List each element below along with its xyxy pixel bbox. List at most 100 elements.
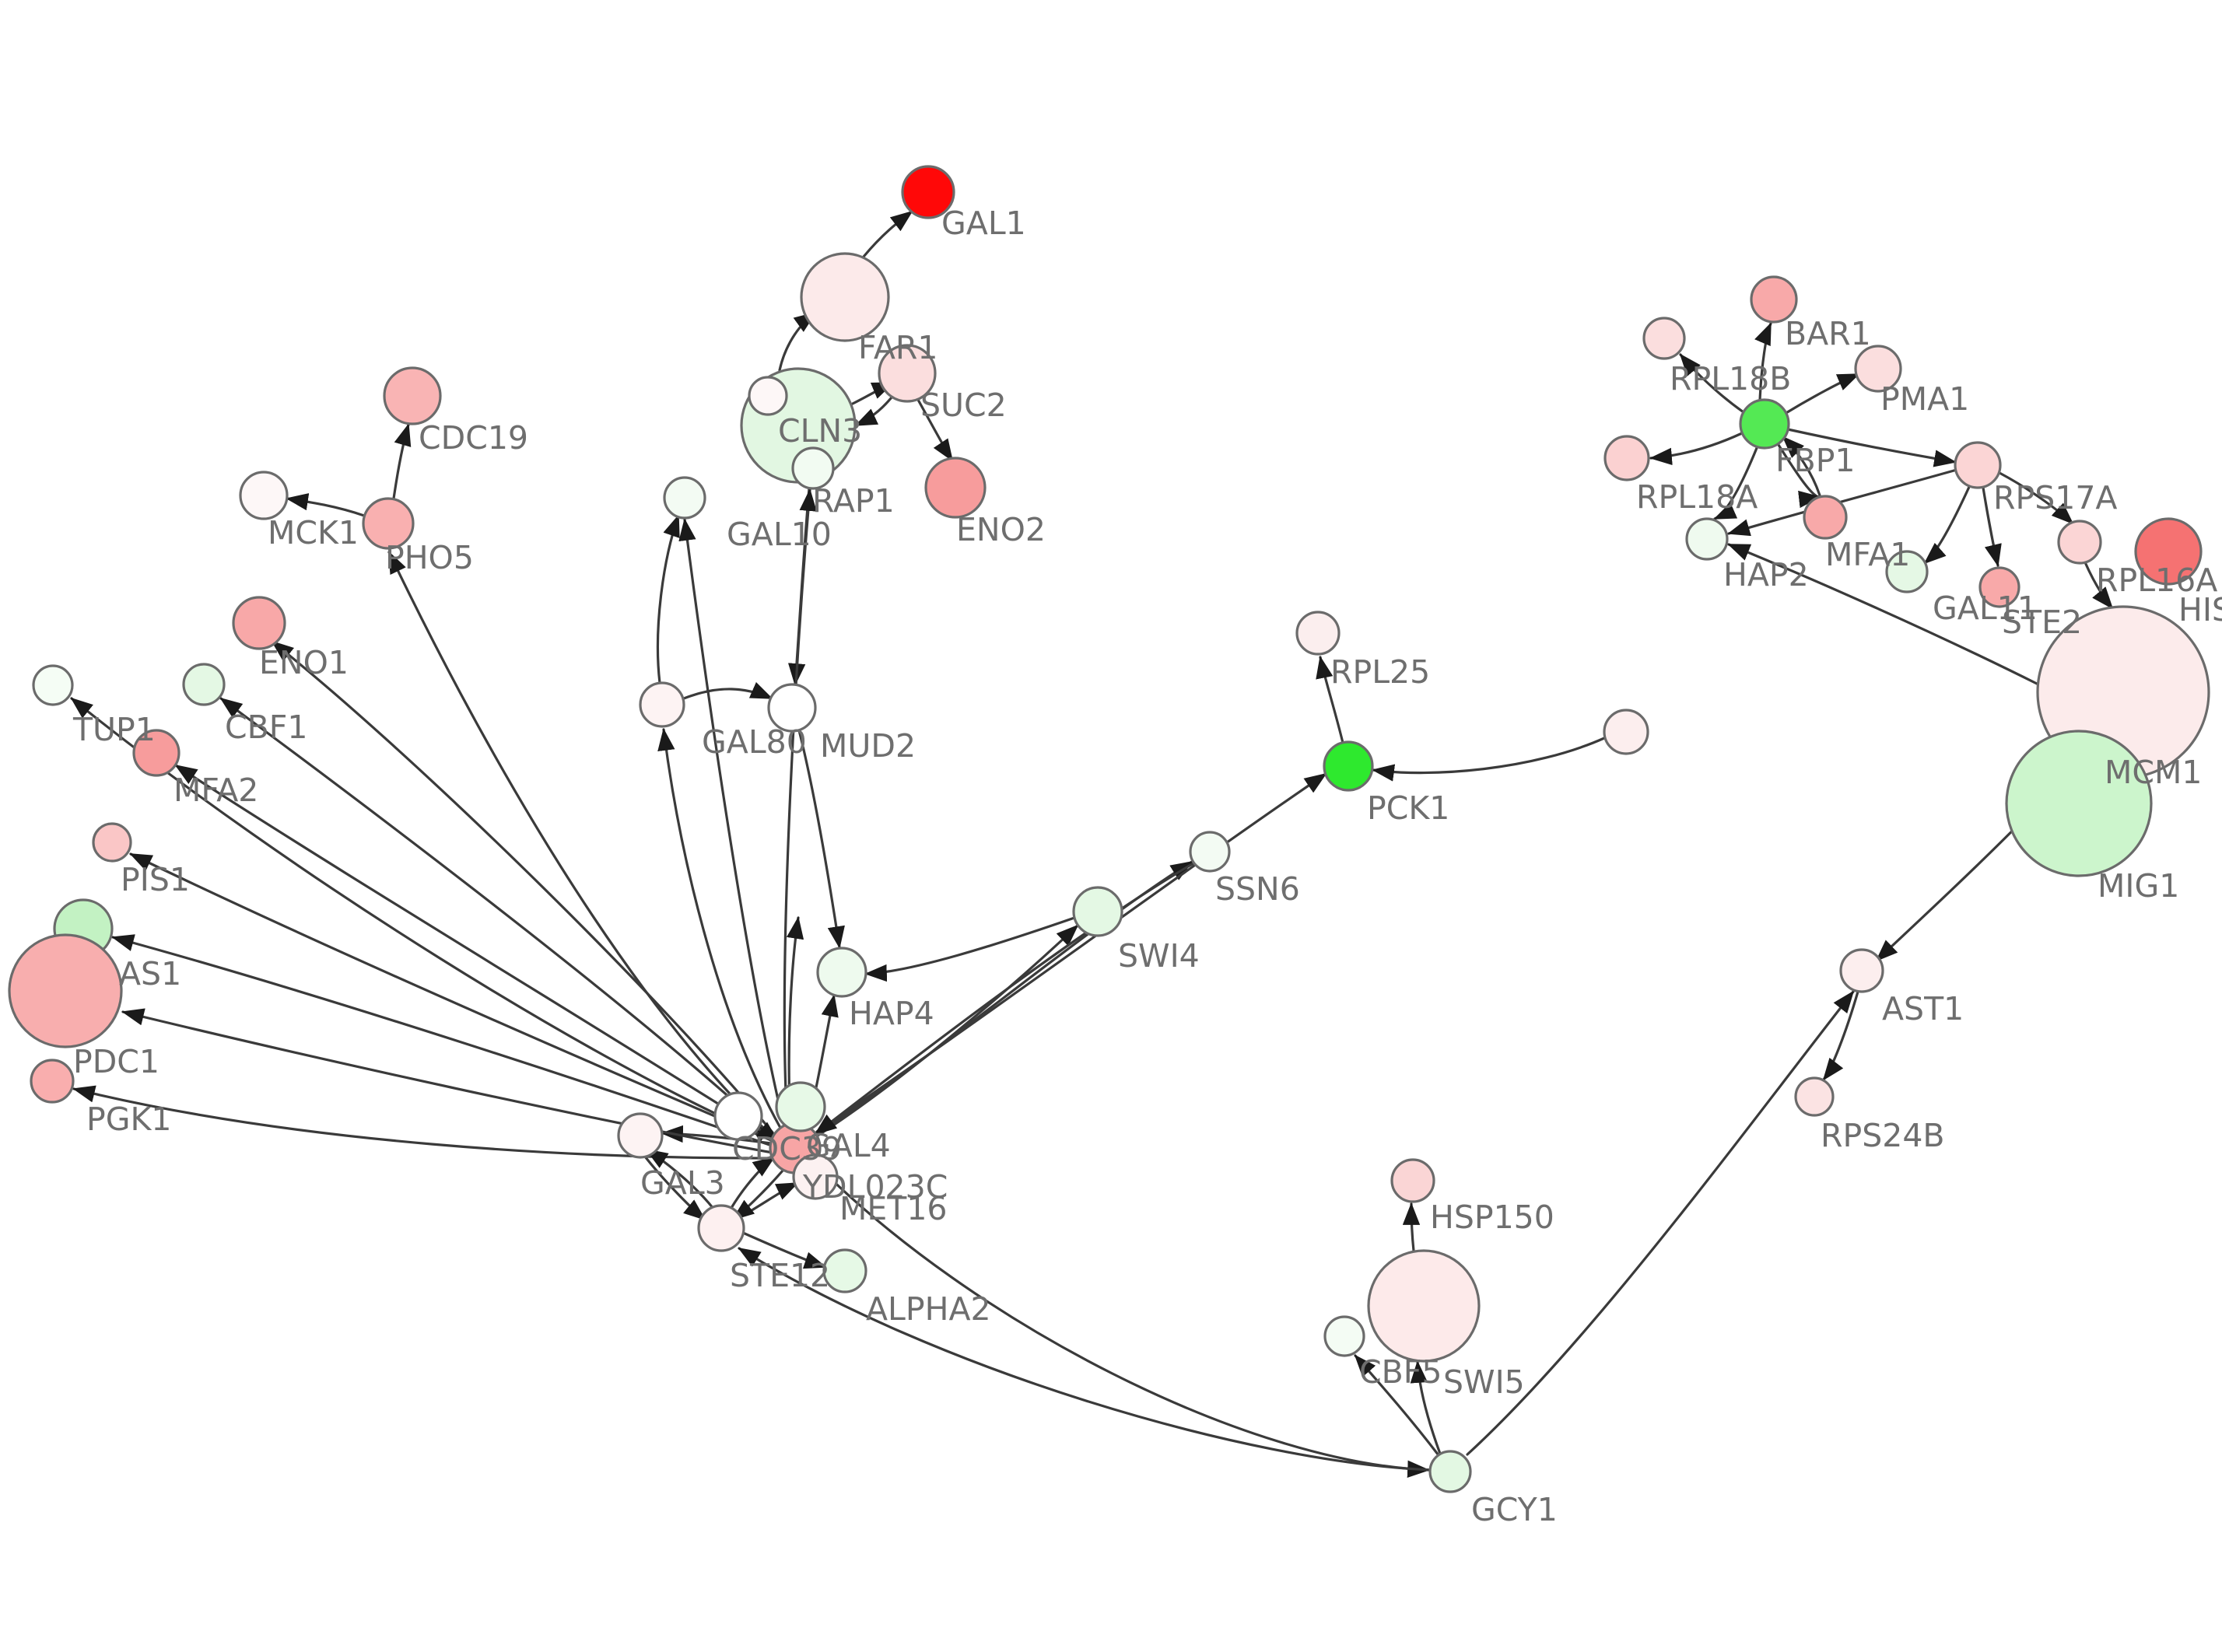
edge-suc2-to-cln3[interactable] xyxy=(854,392,896,427)
node-cdc39[interactable] xyxy=(713,1091,763,1141)
node-rpl18b[interactable] xyxy=(1642,317,1686,360)
edge-gal80-to-gal10[interactable] xyxy=(656,514,680,684)
edge-suc2-to-eno2[interactable] xyxy=(916,398,954,462)
edge-rps17a-to-hap2[interactable] xyxy=(1727,468,1958,537)
node-tup1[interactable] xyxy=(32,664,74,706)
node-label-gal4: GAL4 xyxy=(806,1127,891,1164)
edge-fbp1-to-pma1[interactable] xyxy=(1783,373,1860,415)
node-gal1[interactable] xyxy=(901,165,955,219)
edge-gal4-to-gcy1[interactable] xyxy=(814,1162,1430,1479)
node-ste12[interactable] xyxy=(697,1204,745,1252)
node-gal10[interactable] xyxy=(663,476,706,520)
edge-gal4-to-pis1[interactable] xyxy=(129,852,773,1142)
edge-gal4-to-mfa2[interactable] xyxy=(174,764,773,1139)
edge-mud2-to-hap4[interactable] xyxy=(797,729,845,949)
edge-gal4-to-gal80[interactable] xyxy=(657,728,782,1129)
edge-swi5-to-hsp150[interactable] xyxy=(1402,1202,1421,1252)
node-pgk1[interactable] xyxy=(30,1059,75,1104)
edge-fbp1-to-bar1[interactable] xyxy=(1754,322,1772,402)
node-far1[interactable] xyxy=(800,252,890,342)
node-met16[interactable] xyxy=(775,1081,826,1132)
edge-pho5-to-cdc19[interactable] xyxy=(392,423,412,500)
edge-gal4-to-pdc1[interactable] xyxy=(121,1008,774,1154)
node-gal11[interactable] xyxy=(1885,550,1929,593)
edge-gcy1-to-ste12[interactable] xyxy=(738,1247,1433,1472)
node-rps24b[interactable] xyxy=(1794,1076,1835,1117)
node-hap2[interactable] xyxy=(1685,517,1729,561)
node-rps17a[interactable] xyxy=(1954,441,2002,489)
node-mck1[interactable] xyxy=(239,471,289,520)
node-mud2[interactable] xyxy=(767,683,817,733)
node-label-hap2: HAP2 xyxy=(1723,556,1809,593)
node-mig1[interactable] xyxy=(2005,730,2153,877)
node-pma1[interactable] xyxy=(1854,345,1902,393)
node-pck1[interactable] xyxy=(1323,740,1374,792)
node-his4[interactable] xyxy=(2134,517,2203,586)
edge-mfa1-to-fbp1[interactable] xyxy=(1782,436,1822,499)
node-cln3i[interactable] xyxy=(748,376,788,416)
node-ydl023c[interactable] xyxy=(792,1153,839,1200)
edge-rpl16a-to-mcm1[interactable] xyxy=(2084,561,2114,610)
edge-ast1-to-rps24b[interactable] xyxy=(1822,990,1859,1081)
node-alpha2[interactable] xyxy=(822,1248,867,1293)
edge-gcy1-to-swi5[interactable] xyxy=(1410,1360,1442,1455)
node-gcy1[interactable] xyxy=(1428,1450,1472,1493)
node-eno2[interactable] xyxy=(924,457,987,519)
node-pis1[interactable] xyxy=(92,822,132,863)
node-pdc1[interactable] xyxy=(8,933,123,1048)
node-mfa1[interactable] xyxy=(1803,495,1848,540)
node-gal3[interactable] xyxy=(617,1112,664,1159)
node-cbf5[interactable] xyxy=(1323,1315,1365,1357)
edge-gal4-to-eno1[interactable] xyxy=(271,640,774,1134)
edge-rps17a-to-rpl16a[interactable] xyxy=(1998,471,2074,525)
node-hsp150[interactable] xyxy=(1390,1158,1435,1203)
node-ast1[interactable] xyxy=(1839,948,1884,993)
edge-node1-to-pck1[interactable] xyxy=(1372,737,1606,782)
node-mfa2[interactable] xyxy=(132,729,180,777)
node-fbp1[interactable] xyxy=(1739,398,1790,450)
edge-gal4-to-pho5[interactable] xyxy=(387,551,774,1139)
node-rap1[interactable] xyxy=(791,446,835,490)
edge-gcy1-to-ast1[interactable] xyxy=(1466,990,1855,1456)
edge-gal4-to-as1[interactable] xyxy=(111,934,773,1147)
node-eno1[interactable] xyxy=(232,596,286,650)
edge-fbp1-to-rps17a[interactable] xyxy=(1786,428,1957,467)
node-suc2[interactable] xyxy=(878,344,937,403)
edge-gal80-to-mud2[interactable] xyxy=(682,681,773,700)
edge-gal4-to-swi4[interactable] xyxy=(814,924,1079,1139)
edge-layer xyxy=(70,210,2114,1479)
edge-rps17a-to-ste2[interactable] xyxy=(1982,486,2002,567)
node-gal80[interactable] xyxy=(639,681,685,728)
edge-mcm1-to-hap2[interactable] xyxy=(1727,543,2040,686)
edge-swi4-to-hap4[interactable] xyxy=(864,916,1076,982)
edge-gal4-to-tup1[interactable] xyxy=(70,697,772,1140)
node-bar1[interactable] xyxy=(1750,275,1798,324)
edge-ste12-to-alpha2[interactable] xyxy=(741,1231,827,1269)
edge-gal4-to-cbf1[interactable] xyxy=(219,697,773,1136)
edge-pho5-to-mck1[interactable] xyxy=(286,493,366,517)
edge-fbp1-to-rpl18a[interactable] xyxy=(1649,432,1744,466)
node-rpl18a[interactable] xyxy=(1603,435,1650,481)
edge-far1-to-gal1[interactable] xyxy=(862,210,913,258)
edge-pck1-to-rpl25[interactable] xyxy=(1316,656,1344,744)
edge-gal4-to-pgk1[interactable] xyxy=(72,1085,775,1160)
node-rpl25[interactable] xyxy=(1295,611,1341,656)
edge-gal4-to-gal10[interactable] xyxy=(678,518,786,1128)
edge-fbp1-to-rpl18b[interactable] xyxy=(1679,353,1745,414)
node-swi4[interactable] xyxy=(1072,886,1123,937)
node-rpl16a[interactable] xyxy=(2057,520,2102,565)
edge-gcy1-to-cbf5[interactable] xyxy=(1354,1354,1440,1457)
edge-ssn6-to-gal4[interactable] xyxy=(814,862,1195,1136)
node-pho5[interactable] xyxy=(362,497,415,550)
node-cdc19[interactable] xyxy=(383,366,442,425)
node-node1[interactable] xyxy=(1603,709,1649,755)
node-swi5[interactable] xyxy=(1367,1249,1481,1363)
node-cbf1[interactable] xyxy=(182,663,226,706)
node-hap4[interactable] xyxy=(816,947,867,998)
edge-gal4-to-pck1[interactable] xyxy=(815,772,1327,1133)
edge-rps17a-to-gal11[interactable] xyxy=(1923,485,1971,565)
node-ste2[interactable] xyxy=(1978,566,2020,608)
edge-gal4-to-rap1[interactable] xyxy=(783,488,817,1126)
edge-fbp1-to-hap2[interactable] xyxy=(1713,446,1758,520)
node-ssn6[interactable] xyxy=(1189,831,1231,873)
